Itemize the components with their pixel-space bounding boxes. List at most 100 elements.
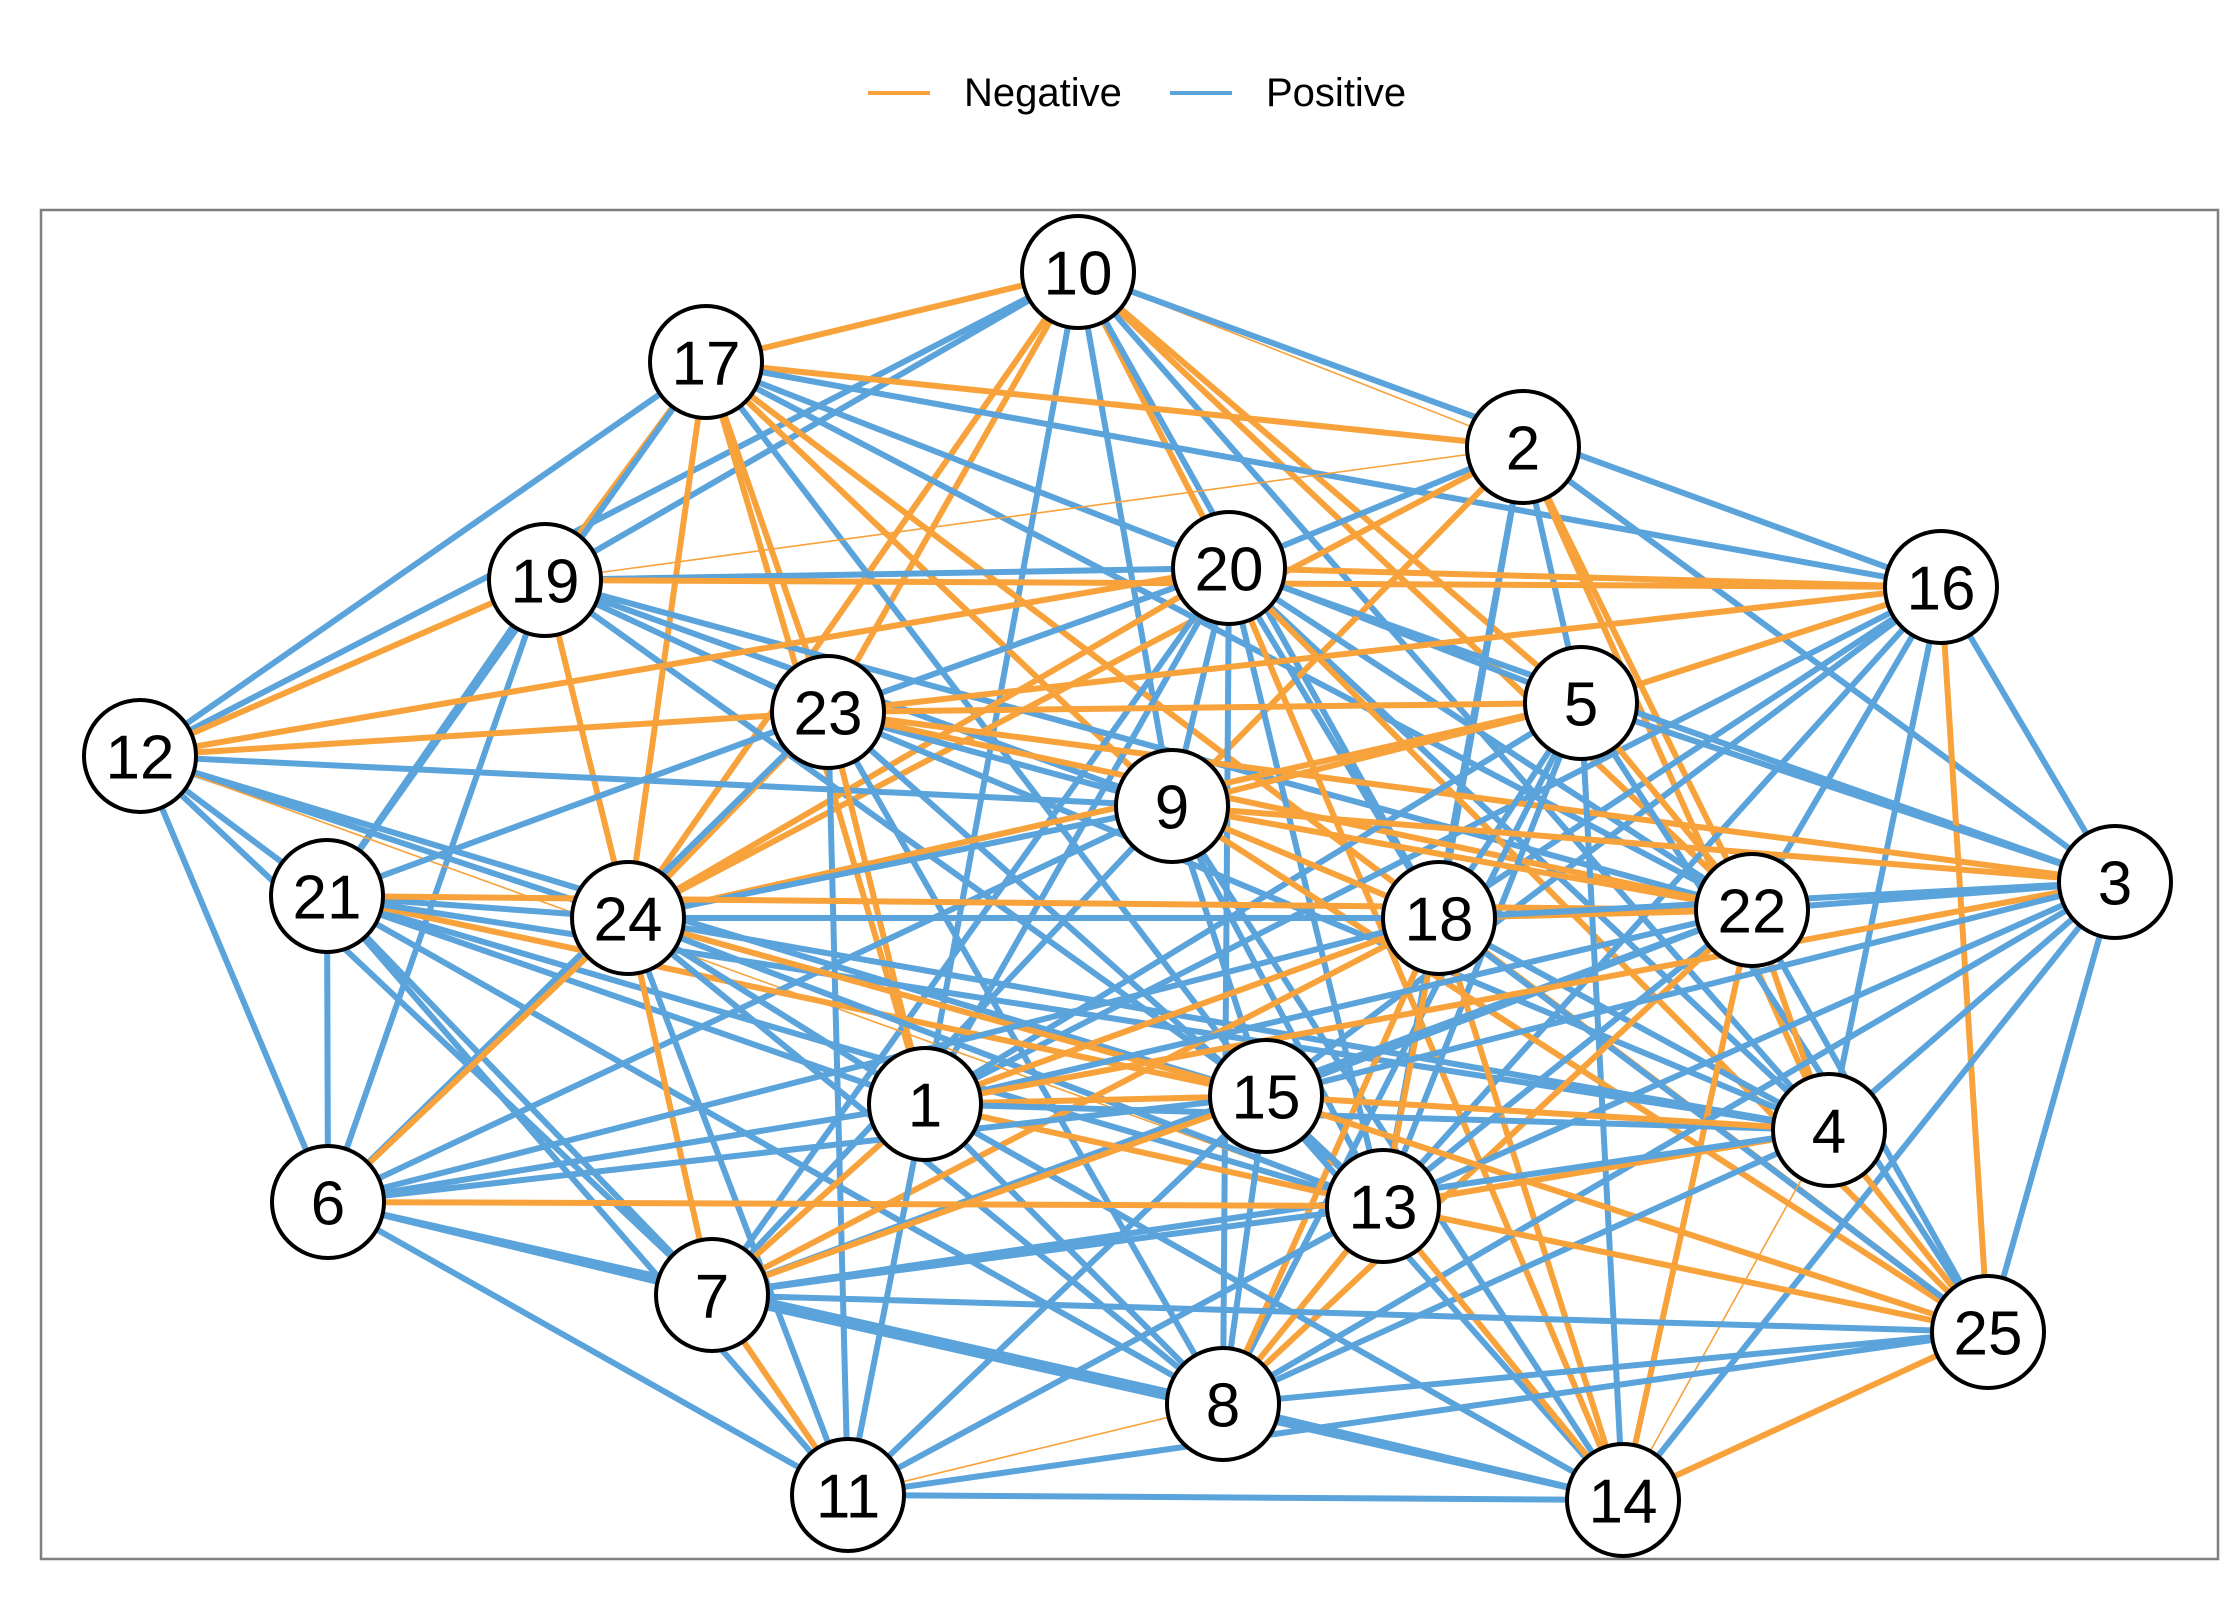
edge-23-1 bbox=[825, 709, 928, 1107]
node-label: 3 bbox=[2098, 850, 2132, 919]
edge-5-24 bbox=[625, 700, 1584, 921]
node-6: 6 bbox=[270, 1144, 386, 1260]
node-11: 11 bbox=[790, 1437, 906, 1553]
edge-20-24 bbox=[625, 565, 1232, 921]
node-circle bbox=[1381, 860, 1497, 976]
edge-21-22 bbox=[324, 893, 1755, 913]
edge-13-11 bbox=[845, 1203, 1386, 1498]
edge-16-25 bbox=[1938, 584, 1991, 1335]
node-10: 10 bbox=[1020, 214, 1136, 330]
edge-1-14 bbox=[922, 1101, 1626, 1503]
node-20: 20 bbox=[1171, 510, 1287, 626]
node-18: 18 bbox=[1381, 860, 1497, 976]
edge-24-7 bbox=[625, 915, 715, 1298]
edge-9-13 bbox=[1169, 803, 1386, 1209]
node-circle bbox=[1465, 389, 1581, 505]
edge-15-4 bbox=[1263, 1093, 1832, 1133]
edge-17-2 bbox=[703, 359, 1526, 450]
edge-10-5 bbox=[1075, 269, 1584, 706]
edge-1-4 bbox=[922, 1101, 1832, 1133]
node-19: 19 bbox=[487, 522, 603, 638]
node-circle bbox=[1208, 1038, 1324, 1154]
edge-11-25 bbox=[845, 1329, 1991, 1498]
node-15: 15 bbox=[1208, 1038, 1324, 1154]
node-label: 12 bbox=[106, 724, 175, 793]
node-label: 16 bbox=[1907, 555, 1976, 624]
node-circle bbox=[270, 1144, 386, 1260]
edge-24-6 bbox=[325, 915, 631, 1205]
node-14: 14 bbox=[1565, 1442, 1681, 1558]
edge-20-12 bbox=[137, 565, 1232, 759]
node-23: 23 bbox=[770, 654, 886, 770]
node-circle bbox=[1114, 748, 1230, 864]
edge-22-1 bbox=[922, 907, 1755, 1107]
node-label: 17 bbox=[672, 330, 741, 399]
edge-24-1 bbox=[625, 915, 928, 1107]
edge-1-13 bbox=[922, 1101, 1386, 1209]
plot-panel-border bbox=[39, 208, 2220, 1561]
edge-12-15 bbox=[137, 753, 1269, 1099]
node-24: 24 bbox=[570, 860, 686, 976]
node-circle bbox=[1325, 1148, 1441, 1264]
edge-13-25 bbox=[1380, 1203, 1991, 1335]
edge-15-7 bbox=[709, 1093, 1269, 1298]
edge-18-6 bbox=[325, 915, 1442, 1205]
node-label: 5 bbox=[1564, 671, 1598, 740]
edge-3-25 bbox=[1985, 879, 2118, 1335]
node-2: 2 bbox=[1465, 389, 1581, 505]
node-8: 8 bbox=[1165, 1346, 1281, 1462]
node-9: 9 bbox=[1114, 748, 1230, 864]
edge-20-22 bbox=[1226, 565, 1755, 913]
node-circle bbox=[1171, 510, 1287, 626]
node-label: 14 bbox=[1589, 1468, 1658, 1537]
edge-3-13 bbox=[1380, 879, 2118, 1209]
edge-23-3 bbox=[825, 709, 2118, 885]
node-label: 1 bbox=[908, 1072, 942, 1141]
edge-24-15 bbox=[625, 915, 1269, 1099]
node-16: 16 bbox=[1883, 529, 1999, 645]
node-circle bbox=[1883, 529, 1999, 645]
edge-15-25 bbox=[1263, 1093, 1991, 1335]
edge-1-6 bbox=[325, 1101, 928, 1205]
edge-20-7 bbox=[709, 565, 1232, 1298]
edge-6-11 bbox=[325, 1199, 851, 1498]
node-circle bbox=[82, 698, 198, 814]
edge-23-22 bbox=[825, 709, 1755, 913]
node-circle bbox=[770, 654, 886, 770]
node-label: 18 bbox=[1405, 886, 1474, 955]
edge-1-8 bbox=[922, 1101, 1226, 1407]
edge-20-16 bbox=[1226, 565, 1944, 590]
edge-3-1 bbox=[922, 879, 2118, 1107]
node-circle bbox=[487, 522, 603, 638]
node-circle bbox=[1565, 1442, 1681, 1558]
edge-5-25 bbox=[1578, 700, 1991, 1335]
edge-12-7 bbox=[137, 753, 715, 1298]
legend-negative-label: Negative bbox=[964, 71, 1122, 115]
edge-21-1 bbox=[324, 893, 928, 1107]
node-5: 5 bbox=[1523, 645, 1639, 761]
node-circle bbox=[648, 304, 764, 420]
edge-10-9 bbox=[1075, 269, 1175, 809]
legend-positive-label: Positive bbox=[1266, 71, 1406, 115]
node-circle bbox=[570, 860, 686, 976]
node-label: 15 bbox=[1232, 1064, 1301, 1133]
edge-9-22 bbox=[1169, 803, 1755, 913]
node-label: 11 bbox=[816, 1463, 880, 1532]
edge-8-11 bbox=[847, 1403, 1224, 1496]
edge-20-23 bbox=[825, 565, 1232, 715]
edge-19-12 bbox=[137, 577, 548, 759]
edge-3-14 bbox=[1620, 879, 2118, 1503]
edges-layer bbox=[137, 269, 2118, 1503]
edge-12-23 bbox=[137, 709, 831, 759]
edge-8-25 bbox=[1220, 1329, 1991, 1407]
node-label: 24 bbox=[594, 886, 663, 955]
edge-11-14 bbox=[845, 1492, 1626, 1503]
legend: Negative Positive bbox=[868, 71, 1406, 115]
edge-12-9 bbox=[137, 753, 1175, 809]
edge-13-14 bbox=[1380, 1203, 1626, 1503]
edge-21-11 bbox=[324, 893, 851, 1498]
edge-15-11 bbox=[845, 1093, 1269, 1498]
edge-23-8 bbox=[825, 709, 1226, 1407]
node-label: 6 bbox=[311, 1170, 345, 1239]
